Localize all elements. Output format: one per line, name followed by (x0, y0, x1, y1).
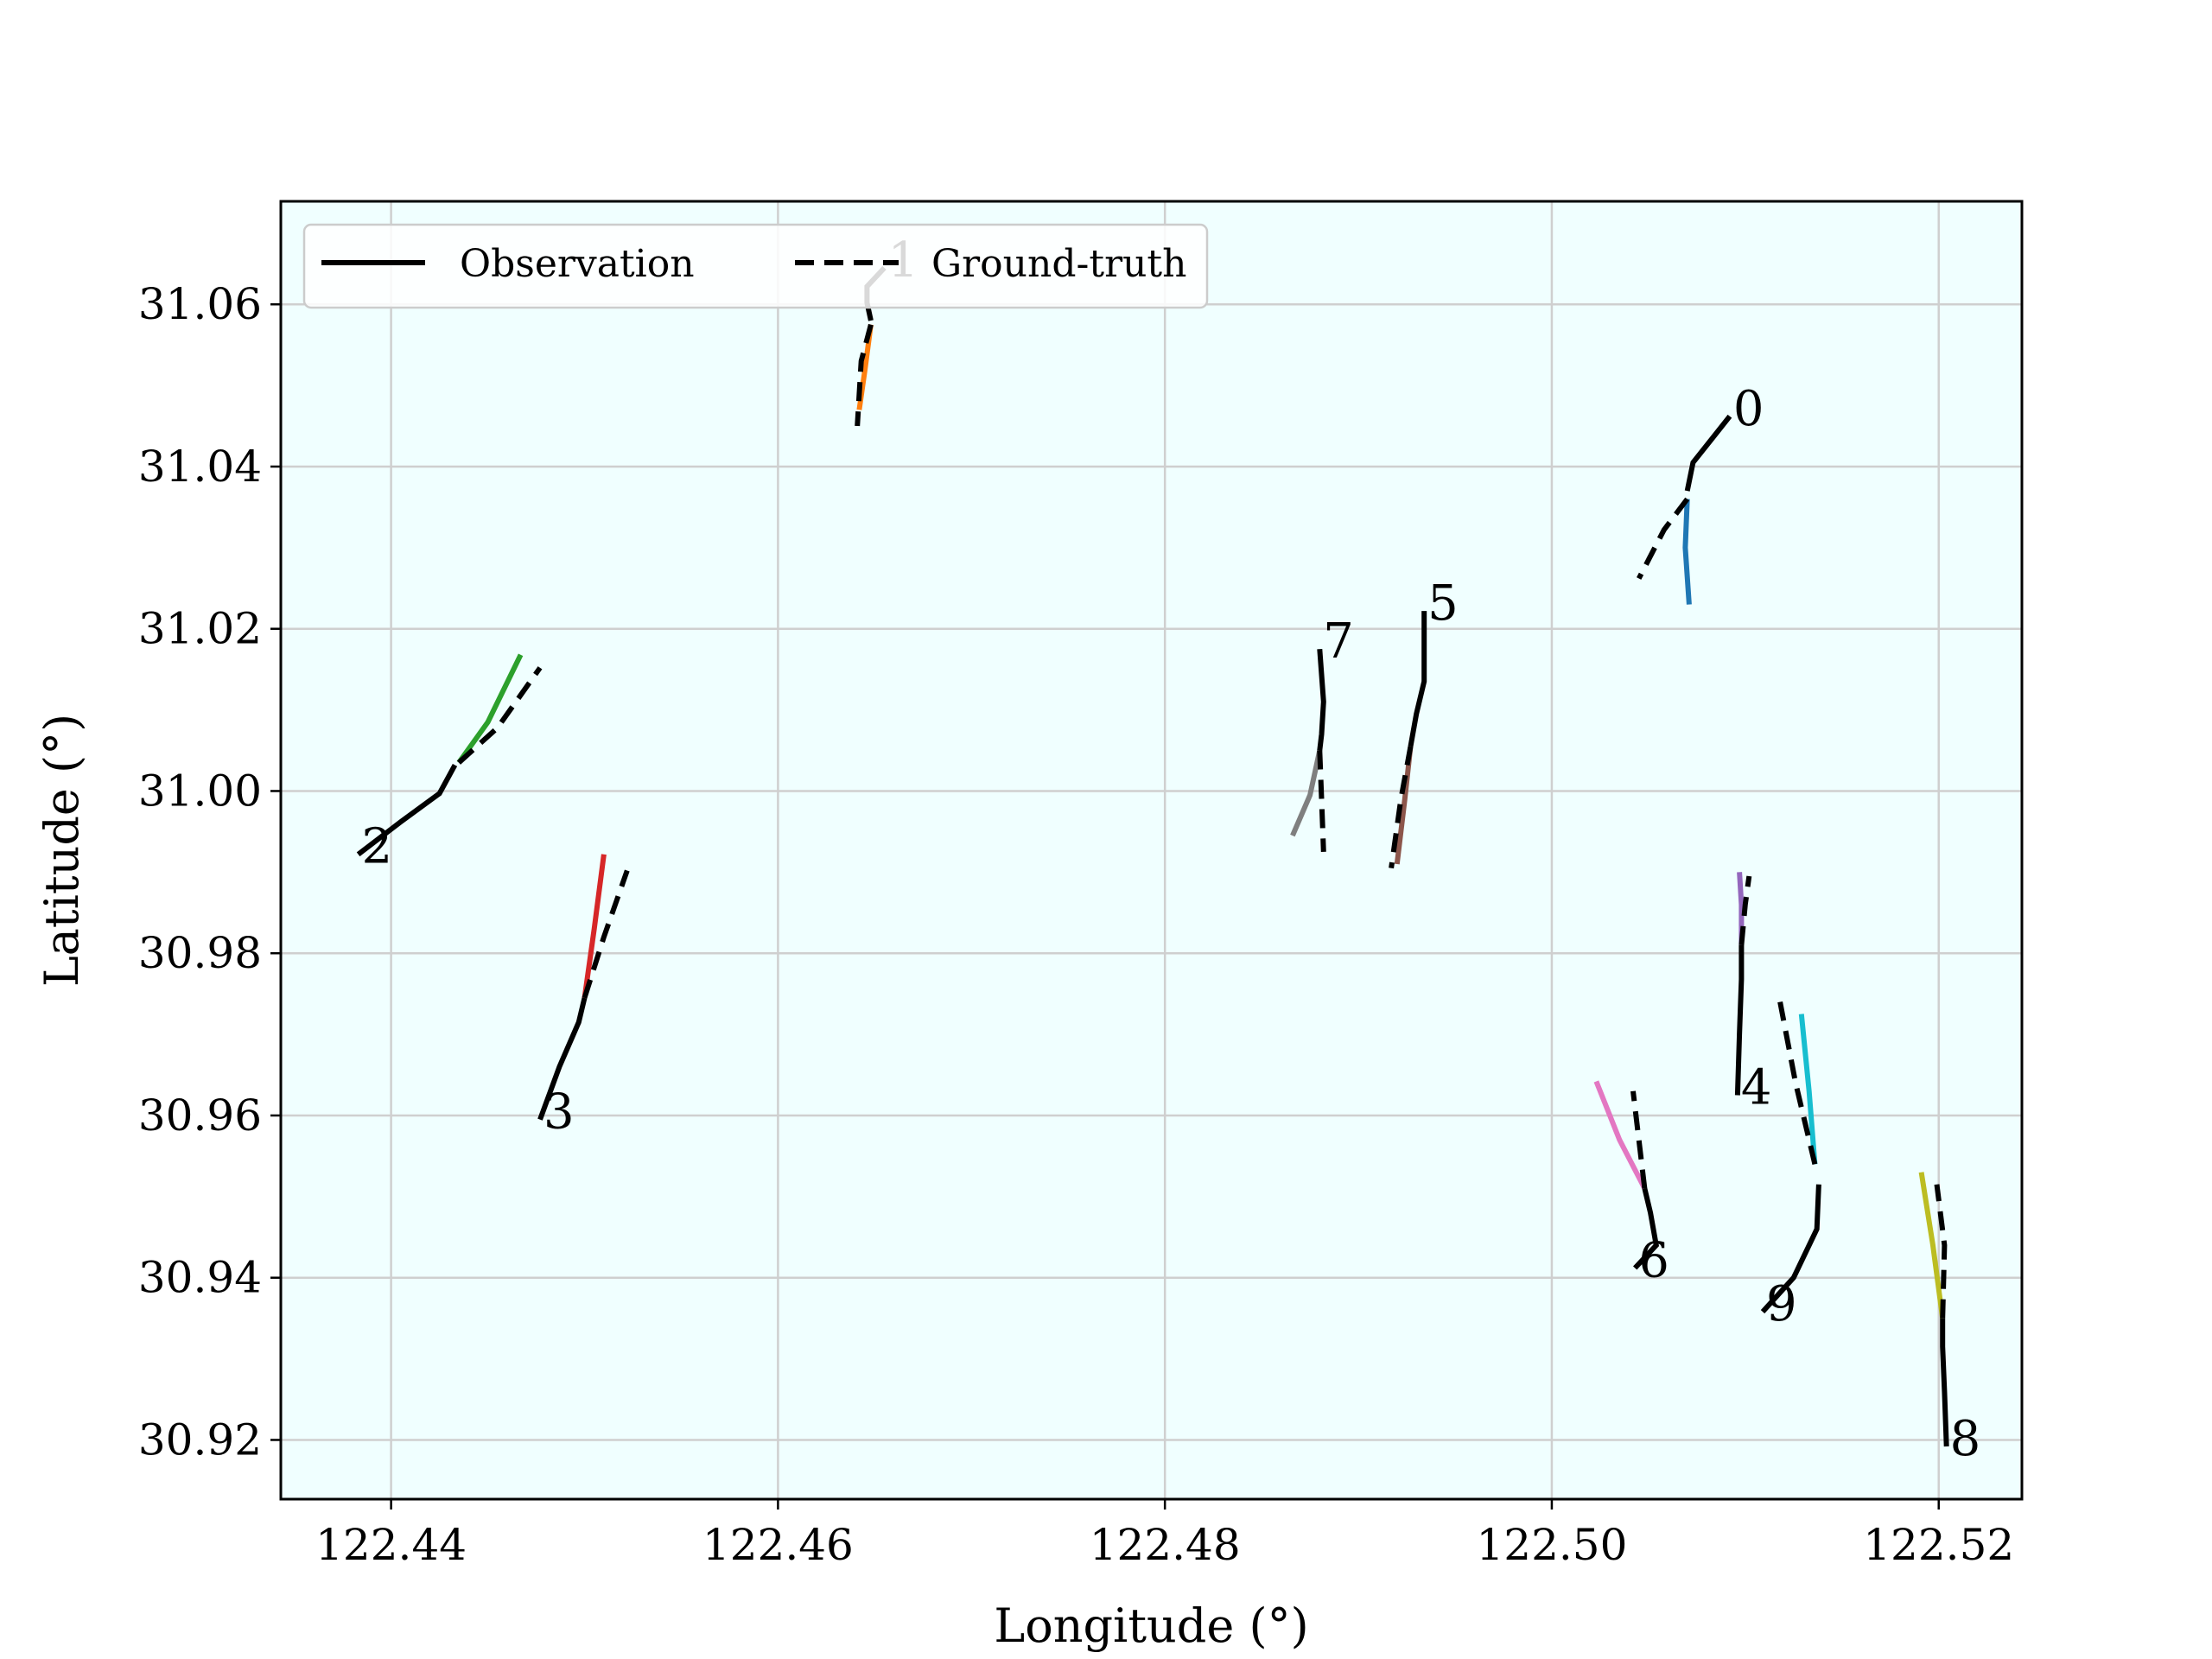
x-tick-label: 122.46 (702, 1520, 854, 1570)
observation-line (356, 763, 458, 857)
x-tick-label: 122.50 (1476, 1520, 1627, 1570)
trajectory-4 (1734, 872, 1752, 1096)
legend: Observation Ground-truth (302, 223, 1209, 309)
ground-truth-line (1389, 746, 1414, 869)
observation-line (1940, 1318, 1949, 1447)
prediction-line (1798, 1014, 1818, 1165)
trajectory-label-9: 9 (1766, 1276, 1797, 1332)
ground-truth-line (582, 869, 630, 999)
trajectory-label-8: 8 (1950, 1411, 1981, 1467)
x-tick-label: 122.52 (1863, 1520, 2014, 1570)
y-tick-label: 30.94 (138, 1253, 262, 1303)
y-tick-label: 31.00 (138, 766, 262, 816)
plot-background (281, 201, 2022, 1499)
observation-line (537, 997, 588, 1121)
ground-truth-line (1738, 875, 1752, 946)
y-tick-label: 30.98 (138, 928, 262, 978)
trajectory-3 (537, 854, 630, 1121)
y-tick-label: 31.06 (138, 279, 262, 329)
ground-truth-line (1317, 750, 1326, 853)
trajectory-8 (1918, 1172, 1949, 1447)
y-tick-label: 30.96 (138, 1090, 262, 1141)
ground-truth-line (855, 323, 874, 427)
observation-line (1760, 1184, 1821, 1314)
prediction-line (1682, 499, 1692, 605)
ticks: 122.44 122.46 122.48 122.50 122.52 30.92 30.94… (138, 279, 2014, 1570)
ground-truth-line (1630, 1090, 1648, 1189)
trajectory-label-2: 2 (362, 819, 393, 875)
y-tick-label: 30.92 (138, 1414, 262, 1465)
trajectory-label-4: 4 (1741, 1060, 1772, 1116)
prediction-line (1290, 749, 1323, 837)
trajectory-5 (1389, 611, 1427, 869)
y-axis-label: Latitude (°) (35, 714, 89, 987)
y-tick-label: 31.02 (138, 604, 262, 654)
prediction-line (456, 653, 524, 765)
prediction-line (582, 854, 607, 999)
trajectory-2 (356, 653, 543, 857)
prediction-line (1918, 1172, 1946, 1319)
x-tick-label: 122.48 (1090, 1520, 1241, 1570)
grid (281, 201, 2022, 1499)
x-tick-label: 122.44 (315, 1520, 467, 1570)
trajectory-9 (1760, 1001, 1821, 1314)
x-axis-label: Longitude (°) (994, 1599, 1308, 1653)
ground-truth-line (1637, 497, 1690, 580)
trajectory-label-6: 6 (1638, 1232, 1669, 1288)
trajectory-label-5: 5 (1427, 575, 1459, 632)
legend-observation-label: Observation (460, 242, 695, 286)
observation-line (1317, 648, 1326, 751)
trajectory-label-3: 3 (543, 1084, 575, 1141)
ground-truth-line (456, 666, 543, 765)
observation-line (1734, 944, 1745, 1096)
legend-box (302, 223, 1209, 309)
observation-line (1408, 611, 1427, 747)
trajectory-7 (1290, 648, 1326, 853)
observation-line (1633, 1187, 1660, 1270)
trajectory-label-7: 7 (1323, 613, 1354, 670)
legend-ground-truth-label: Ground-truth (931, 242, 1186, 286)
prediction-line (1593, 1080, 1648, 1190)
trajectories (356, 265, 1949, 1447)
ground-truth-line (1934, 1184, 1948, 1319)
trajectory-label-0: 0 (1733, 381, 1764, 437)
plot-frame (279, 200, 2024, 1501)
y-tick-label: 31.04 (138, 442, 262, 492)
observation-line (1684, 414, 1732, 492)
trajectory-6 (1593, 1080, 1660, 1270)
trajectory-0 (1637, 414, 1732, 605)
